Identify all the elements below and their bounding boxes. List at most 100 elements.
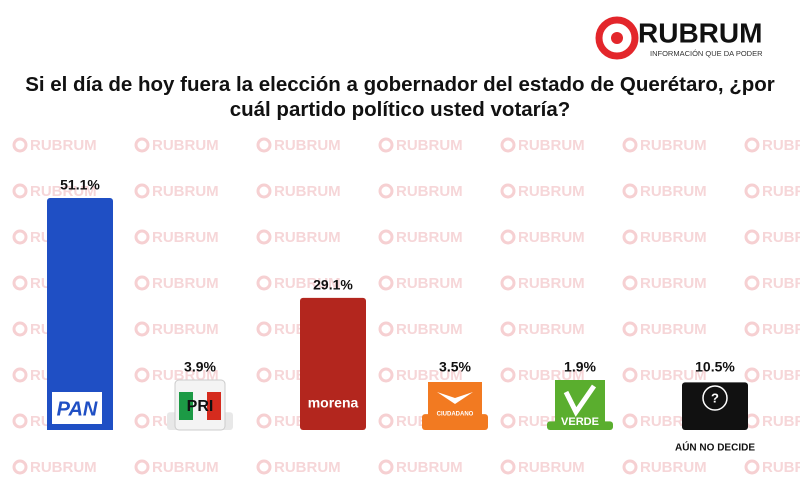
watermark-icon bbox=[378, 275, 394, 291]
watermark-icon bbox=[500, 275, 516, 291]
watermark-icon bbox=[134, 183, 150, 199]
watermark-icon bbox=[378, 229, 394, 245]
watermark-icon bbox=[12, 275, 28, 291]
watermark-text: RUBRUM bbox=[396, 459, 463, 476]
category-label: AÚN NO DECIDE bbox=[675, 441, 755, 454]
watermark-icon bbox=[12, 321, 28, 337]
watermark-icon bbox=[500, 229, 516, 245]
watermark-icon bbox=[378, 321, 394, 337]
watermark-icon bbox=[378, 459, 394, 475]
watermark-icon bbox=[500, 459, 516, 475]
logo-inner bbox=[52, 392, 102, 424]
party-logo: ? AÚN NO DECIDE bbox=[675, 385, 755, 454]
value-label: 29.1% bbox=[313, 277, 353, 293]
watermark-text: RUBRUM bbox=[152, 229, 219, 246]
logo-eagle bbox=[437, 392, 473, 404]
watermark-icon bbox=[622, 459, 638, 475]
watermark-icon bbox=[134, 321, 150, 337]
watermark-text: RUBRUM bbox=[762, 275, 800, 292]
watermark-icon bbox=[500, 413, 516, 429]
watermark-icon bbox=[744, 367, 760, 383]
watermark-text: RUBRUM bbox=[396, 275, 463, 292]
category-label: VERDE bbox=[561, 416, 599, 428]
logo-check bbox=[563, 384, 597, 417]
watermark-icon bbox=[622, 275, 638, 291]
watermark-text: RUBRUM bbox=[274, 459, 341, 476]
category-label: PRI bbox=[187, 398, 214, 415]
watermark-text: RUBRUM bbox=[396, 137, 463, 154]
watermark-icon bbox=[256, 229, 272, 245]
bar bbox=[47, 198, 113, 430]
watermark-icon bbox=[134, 459, 150, 475]
watermark-icon bbox=[256, 413, 272, 429]
value-label: 51.1% bbox=[60, 177, 100, 193]
watermark-icon bbox=[134, 229, 150, 245]
party-logo: morena bbox=[308, 395, 359, 411]
watermark-text: RUBRUM bbox=[152, 321, 219, 338]
watermark-text: RUBRUM bbox=[762, 229, 800, 246]
watermark-icon bbox=[744, 229, 760, 245]
watermark-icon bbox=[12, 229, 28, 245]
watermark-icon bbox=[744, 137, 760, 153]
watermark-text: RUBRUM bbox=[30, 137, 97, 154]
watermark-text: RUBRUM bbox=[396, 367, 463, 384]
category-label: CIUDADANO bbox=[437, 412, 474, 418]
watermark-icon bbox=[378, 137, 394, 153]
watermark-icon bbox=[744, 275, 760, 291]
watermark-icon bbox=[256, 137, 272, 153]
watermark-text: RUBRUM bbox=[396, 229, 463, 246]
watermark-icon bbox=[378, 413, 394, 429]
brand-icon-dot bbox=[611, 32, 623, 44]
watermark-text: RUBRUM bbox=[518, 183, 585, 200]
watermark-text: RUBRUM bbox=[518, 367, 585, 384]
watermark-text: RUBRUM bbox=[640, 459, 707, 476]
brand-icon bbox=[595, 16, 639, 60]
watermark-text: RUBRUM bbox=[274, 137, 341, 154]
watermark-icon bbox=[378, 367, 394, 383]
value-label: 1.9% bbox=[564, 359, 596, 375]
watermark-text: RUBRUM bbox=[274, 229, 341, 246]
watermark-text: RUBRUM bbox=[152, 183, 219, 200]
watermark-text: RUBRUM bbox=[762, 413, 800, 430]
logo-question: ? bbox=[711, 390, 719, 405]
watermark-icon bbox=[500, 137, 516, 153]
watermark-text: RUBRUM bbox=[396, 321, 463, 338]
watermark-text: RUBRUM bbox=[640, 367, 707, 384]
watermark-text: RUBRUM bbox=[518, 459, 585, 476]
watermark-text: RUBRUM bbox=[152, 459, 219, 476]
bar bbox=[682, 382, 748, 430]
watermark-icon bbox=[622, 137, 638, 153]
watermark-text: RUBRUM bbox=[396, 183, 463, 200]
brand-logo: RUBRUM INFORMACIÓN QUE DA PODER bbox=[595, 16, 763, 60]
watermark-icon bbox=[256, 321, 272, 337]
watermark-text: RUBRUM bbox=[30, 459, 97, 476]
watermark-text: RUBRUM bbox=[152, 275, 219, 292]
watermark-icon bbox=[12, 137, 28, 153]
party-logo: PAN bbox=[47, 380, 113, 430]
value-label: 3.5% bbox=[439, 359, 471, 375]
logo-green bbox=[179, 392, 193, 420]
bar bbox=[300, 297, 366, 430]
watermark-icon bbox=[12, 413, 28, 429]
watermark-icon bbox=[622, 183, 638, 199]
category-label: morena bbox=[308, 395, 359, 411]
brand-name: RUBRUM bbox=[638, 17, 762, 48]
watermark-icon bbox=[134, 275, 150, 291]
chart-title: Si el día de hoy fuera la elección a gob… bbox=[25, 73, 775, 121]
party-logo: PRI bbox=[174, 379, 226, 431]
watermark-text: RUBRUM bbox=[762, 183, 800, 200]
watermark-text: RUBRUM bbox=[640, 321, 707, 338]
watermark-icon bbox=[256, 459, 272, 475]
watermark-icon bbox=[500, 321, 516, 337]
watermark-text: RUBRUM bbox=[640, 183, 707, 200]
watermark-text: RUBRUM bbox=[762, 459, 800, 476]
watermark-text: RUBRUM bbox=[640, 137, 707, 154]
watermark-icon bbox=[378, 183, 394, 199]
watermark-text: RUBRUM bbox=[640, 229, 707, 246]
watermark-icon bbox=[134, 367, 150, 383]
watermark-icon bbox=[134, 413, 150, 429]
plot: PAN 51.1% PRI 3.9% morena 29.1% CIUDADANO 3.5% V… bbox=[47, 177, 755, 454]
value-label: 3.9% bbox=[184, 359, 216, 375]
watermark-icon bbox=[744, 459, 760, 475]
